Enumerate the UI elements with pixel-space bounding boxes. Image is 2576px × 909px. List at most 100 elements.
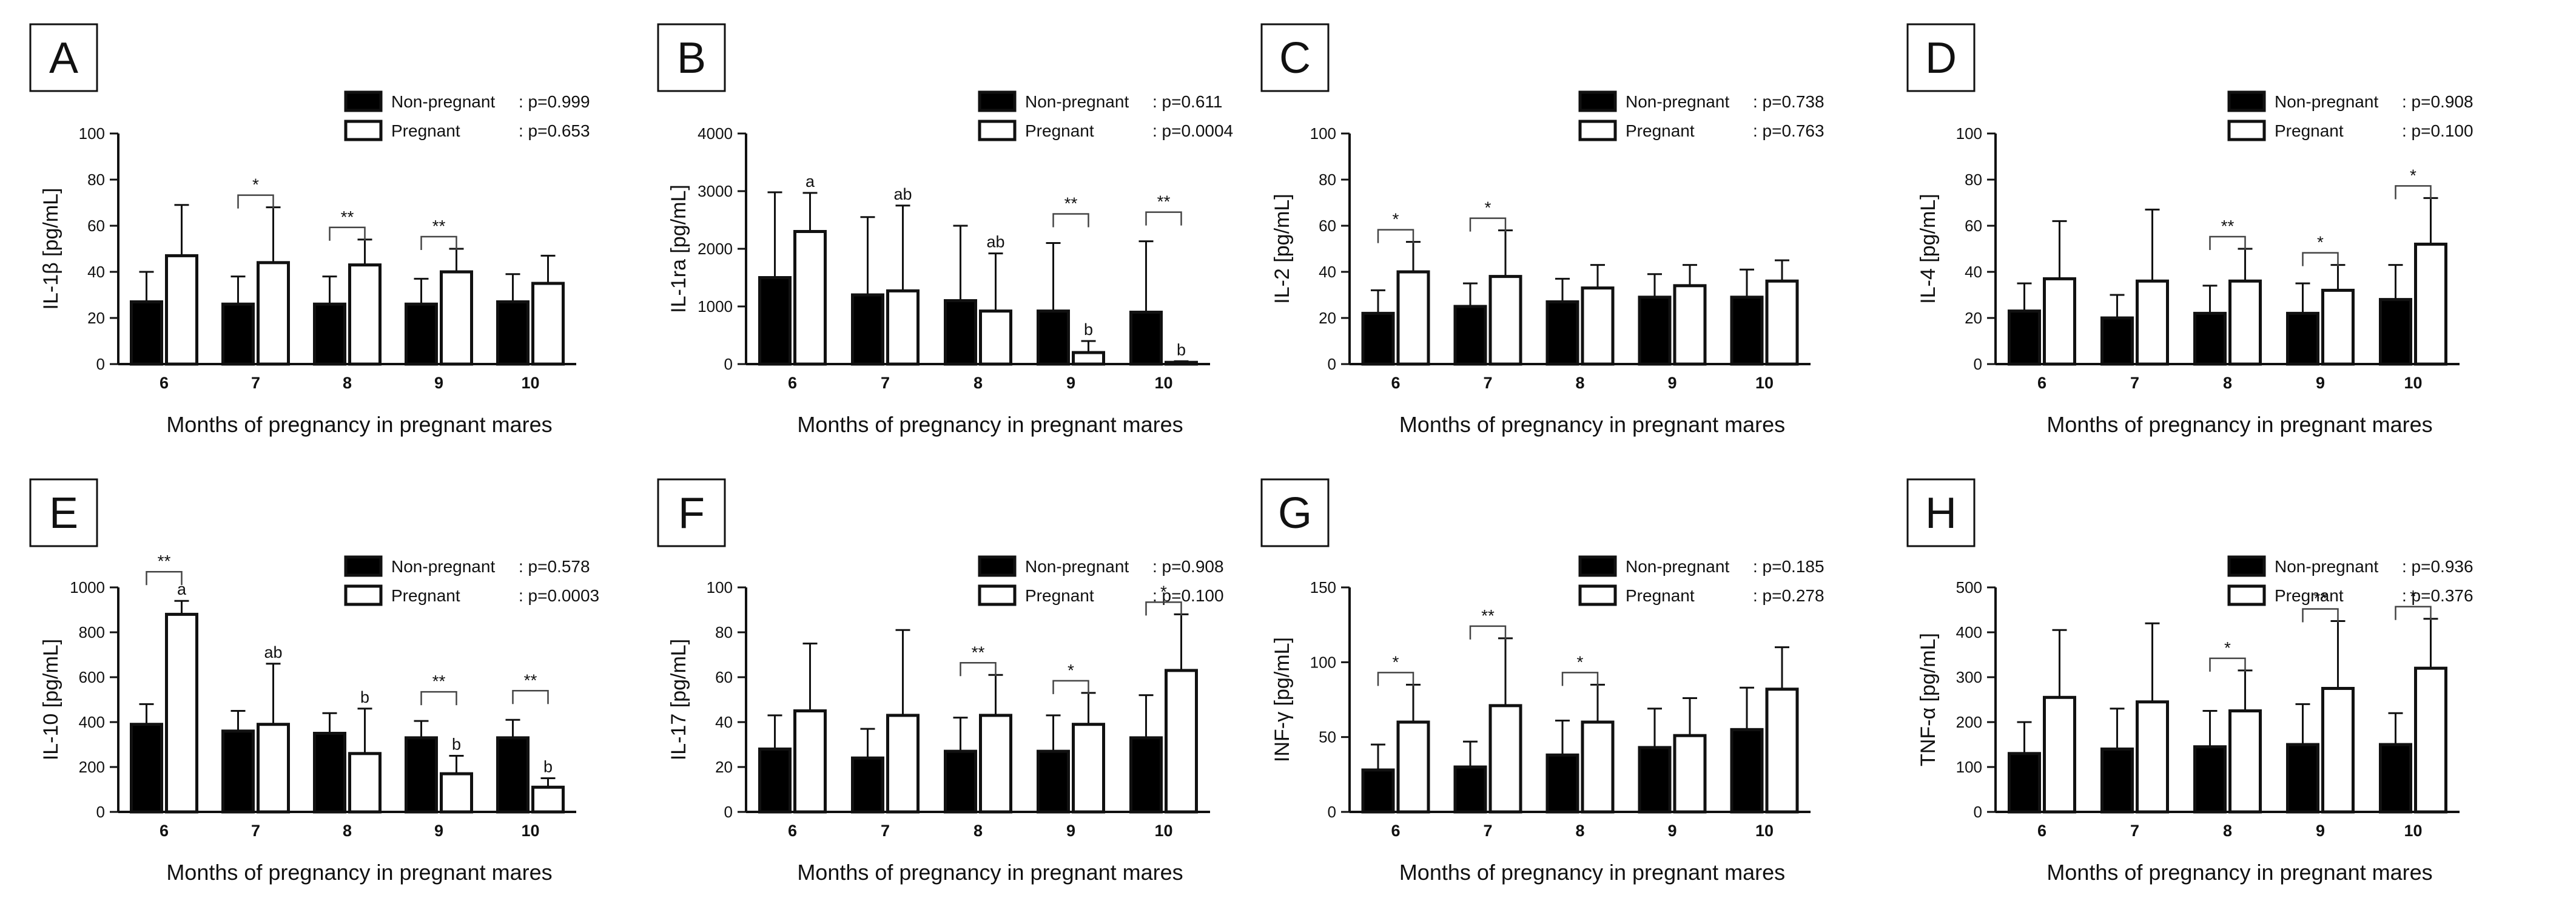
legend-pvalue: : p=0.908 [1152,557,1224,576]
bar-pregnant [2043,277,2076,366]
y-tick-label: 500 [1956,578,1982,596]
y-tick-label: 20 [715,758,733,776]
x-tick-label: 9 [434,374,443,392]
y-tick-label: 20 [87,309,105,327]
significance-bracket [1469,217,1507,232]
bar-pregnant [793,230,827,366]
bar-nonpregnant [2193,311,2227,366]
x-tick-label: 6 [1391,822,1400,840]
x-tick-label: 7 [881,822,890,840]
legend-swatch [1578,90,1617,112]
x-axis-label: Months of pregnancy in pregnant mares [2046,860,2432,885]
y-tick-label: 100 [79,124,105,143]
legend-label: Pregnant [2275,121,2344,140]
y-tick-label: 100 [1956,758,1982,776]
significance-marker: ** [432,217,446,235]
significance-marker: ** [2314,589,2327,608]
bar-nonpregnant [2100,316,2134,366]
x-tick-label: 9 [2316,374,2325,392]
y-tick-label: 80 [1319,171,1336,189]
significance-marker: * [2410,587,2416,606]
x-tick-label: 8 [343,822,352,840]
legend-pvalue: : p=0.738 [1753,92,1824,111]
bar-pregnant [165,612,198,814]
significance-marker: ** [1064,194,1078,213]
group-letter: b [1177,340,1186,359]
y-axis-label: INF-γ [pg/mL] [1271,637,1294,762]
significance-marker: * [1485,198,1491,217]
significance-bracket [1377,672,1414,686]
y-tick-label: 800 [79,623,105,641]
bar-nonpregnant [2008,752,2041,814]
bar-nonpregnant [1361,311,1395,366]
x-tick-label: 8 [974,822,983,840]
x-tick-label: 9 [1066,374,1075,392]
y-tick-label: 0 [1974,803,1982,821]
bar-nonpregnant [851,756,884,814]
significance-marker: * [1393,210,1399,229]
legend-pvalue: : p=0.0004 [1152,121,1233,140]
bar-pregnant [1673,734,1707,814]
bar-pregnant [1488,275,1522,366]
bar-nonpregnant [221,302,255,366]
x-tick-label: 8 [343,374,352,392]
bar-pregnant [1581,720,1615,814]
bar-nonpregnant [1453,765,1487,814]
x-tick-label: 10 [1755,822,1774,840]
significance-bracket [146,570,183,586]
panel-d: D Non-pregnant: p=0.908 Pregnant: p=0.100 0… [1906,23,2473,437]
x-axis-label: Months of pregnancy in pregnant mares [166,860,552,885]
bar-pregnant [1072,351,1105,366]
y-tick-label: 100 [707,578,733,596]
group-letter: ab [264,643,282,661]
legend-swatch [344,584,383,606]
legend-swatch [344,90,383,112]
x-axis-label: Months of pregnancy in pregnant mares [166,412,552,437]
x-axis-label: Months of pregnancy in pregnant mares [2046,412,2432,437]
significance-marker: * [1160,582,1167,601]
y-tick-label: 40 [1965,263,1982,281]
x-tick-label: 6 [2037,822,2046,840]
legend-label: Non-pregnant [2275,92,2378,111]
panel-g: G Non-pregnant: p=0.185 Pregnant: p=0.278 0… [1260,478,1824,885]
significance-bracket [329,226,366,241]
bar-nonpregnant [944,299,977,366]
group-letter: ab [893,185,912,203]
y-tick-label: 150 [1310,578,1336,596]
y-axis-label: IL-10 [pg/mL] [39,639,62,760]
panel-letter: F [678,489,705,538]
x-tick-label: 6 [1391,374,1400,392]
y-tick-label: 60 [87,217,105,235]
y-tick-label: 0 [96,355,105,373]
x-tick-label: 6 [2037,374,2046,392]
bar-pregnant [2414,242,2447,366]
panel-a: A Non-pregnant: p=0.999 Pregnant: p=0.653 0… [29,23,590,437]
legend-pvalue: : p=0.0003 [519,586,599,605]
y-tick-label: 0 [1974,355,1982,373]
bar-pregnant [2228,279,2262,366]
significance-marker: * [1577,652,1584,671]
significance-bracket [2395,606,2432,620]
bar-pregnant [440,270,473,366]
bar-pregnant [1165,669,1198,814]
significance-bracket [1561,672,1599,686]
x-tick-label: 9 [1066,822,1075,840]
legend-swatch [1578,555,1617,577]
y-axis-label: IL-1ra [pg/mL] [667,184,690,313]
legend-label: Pregnant [391,121,460,140]
y-tick-label: 300 [1956,668,1982,686]
bar-pregnant [2228,709,2262,814]
significance-bracket [1052,680,1089,694]
legend-label: Non-pregnant [2275,557,2378,576]
legend-label: Pregnant [2275,586,2344,605]
panel-letter: E [49,489,78,538]
significance-bracket [420,235,457,250]
bar-nonpregnant [2379,743,2412,814]
significance-marker: * [2224,638,2231,657]
legend-pvalue: : p=0.653 [519,121,590,140]
significance-bracket [1145,211,1182,226]
x-tick-label: 6 [160,822,169,840]
legend-label: Pregnant [1025,121,1094,140]
panel-letter: B [677,34,706,83]
bar-nonpregnant [2286,743,2319,814]
